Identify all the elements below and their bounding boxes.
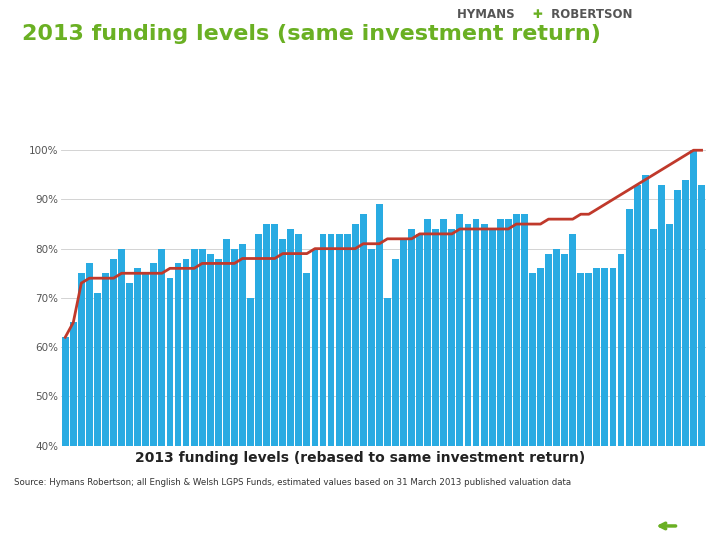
Bar (464, 224, 472, 540)
Bar (62, 338, 68, 540)
Text: ROBERTSON: ROBERTSON (547, 8, 633, 21)
Bar (102, 273, 109, 540)
Bar (78, 273, 85, 540)
Bar (328, 234, 335, 540)
Bar (634, 185, 641, 540)
Bar (158, 248, 166, 540)
Bar (650, 229, 657, 540)
Bar (239, 244, 246, 540)
Bar (376, 204, 383, 540)
Bar (505, 219, 512, 540)
Bar (118, 248, 125, 540)
Bar (174, 264, 181, 540)
Bar (312, 248, 318, 540)
Bar (408, 229, 415, 540)
Bar (110, 259, 117, 540)
Bar (199, 248, 206, 540)
Bar (150, 264, 157, 540)
Bar (400, 239, 407, 540)
Bar (207, 254, 214, 540)
Bar (360, 214, 366, 540)
Text: Source: Hymans Robertson; all English & Welsh LGPS Funds, estimated values based: Source: Hymans Robertson; all English & … (14, 478, 572, 487)
Bar (70, 322, 77, 540)
Bar (135, 268, 141, 540)
Bar (223, 239, 230, 540)
Bar (593, 268, 600, 540)
Bar (166, 278, 174, 540)
Bar (271, 224, 278, 540)
Bar (481, 224, 487, 540)
Bar (529, 273, 536, 540)
Bar (94, 293, 101, 540)
Text: ✚: ✚ (533, 8, 543, 21)
Bar (231, 248, 238, 540)
Text: 2013 funding levels (rebased to same investment return): 2013 funding levels (rebased to same inv… (135, 451, 585, 465)
Text: 2013 funding levels (same investment return): 2013 funding levels (same investment ret… (22, 24, 600, 44)
Bar (352, 224, 359, 540)
Text: HYMANS: HYMANS (457, 8, 519, 21)
Bar (610, 268, 616, 540)
Bar (126, 283, 133, 540)
Bar (287, 229, 294, 540)
Bar (666, 224, 672, 540)
Bar (618, 254, 624, 540)
Bar (553, 248, 560, 540)
Bar (215, 259, 222, 540)
Bar (320, 234, 326, 540)
Bar (537, 268, 544, 540)
Bar (343, 234, 351, 540)
Bar (497, 219, 503, 540)
Bar (424, 219, 431, 540)
Bar (303, 273, 310, 540)
Bar (279, 239, 286, 540)
Bar (456, 214, 464, 540)
Bar (336, 234, 343, 540)
Bar (489, 229, 495, 540)
Bar (521, 214, 528, 540)
Bar (255, 234, 262, 540)
Bar (674, 190, 681, 540)
Bar (626, 210, 632, 540)
Bar (601, 268, 608, 540)
Bar (690, 150, 697, 540)
Bar (183, 259, 189, 540)
Bar (441, 219, 447, 540)
Bar (86, 264, 93, 540)
Bar (432, 229, 439, 540)
Bar (143, 273, 149, 540)
Bar (247, 298, 254, 540)
Bar (416, 234, 423, 540)
Bar (577, 273, 584, 540)
Bar (384, 298, 391, 540)
Bar (682, 180, 689, 540)
Bar (295, 234, 302, 540)
Text: 47: 47 (690, 519, 708, 532)
Bar (368, 248, 374, 540)
Bar (585, 273, 593, 540)
Bar (513, 214, 520, 540)
Bar (392, 259, 399, 540)
Bar (191, 248, 197, 540)
Bar (642, 175, 649, 540)
Bar (264, 224, 270, 540)
Bar (658, 185, 665, 540)
Bar (561, 254, 568, 540)
Bar (545, 254, 552, 540)
Bar (570, 234, 576, 540)
Text: Basis: HM Treasury standard basis, Net Discount Rate = 0.25% p.a. pre retirement: Basis: HM Treasury standard basis, Net D… (6, 522, 504, 530)
Bar (698, 185, 705, 540)
Bar (449, 229, 455, 540)
Bar (472, 219, 480, 540)
